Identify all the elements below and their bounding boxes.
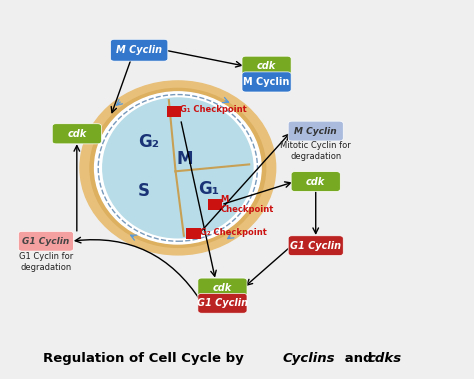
Text: M Cyclin: M Cyclin <box>116 45 162 55</box>
FancyBboxPatch shape <box>52 124 101 144</box>
Text: S: S <box>138 182 150 200</box>
FancyBboxPatch shape <box>198 293 247 313</box>
Ellipse shape <box>103 98 253 238</box>
Text: cdks: cdks <box>367 352 401 365</box>
Text: Cyclins: Cyclins <box>282 352 335 365</box>
FancyBboxPatch shape <box>288 121 343 141</box>
FancyBboxPatch shape <box>110 39 168 61</box>
Ellipse shape <box>90 88 265 247</box>
Text: cdk: cdk <box>213 283 232 293</box>
Text: cdk: cdk <box>67 129 86 139</box>
FancyBboxPatch shape <box>291 172 340 191</box>
FancyBboxPatch shape <box>242 72 291 92</box>
Text: G1 Cyclin: G1 Cyclin <box>197 298 248 308</box>
Text: G₁ Checkpoint: G₁ Checkpoint <box>180 105 247 114</box>
FancyBboxPatch shape <box>198 278 247 298</box>
Text: cdk: cdk <box>257 61 276 71</box>
Text: G1 Cyclin for
degradation: G1 Cyclin for degradation <box>19 252 73 272</box>
FancyBboxPatch shape <box>167 106 182 117</box>
FancyBboxPatch shape <box>208 199 222 210</box>
FancyBboxPatch shape <box>242 56 291 76</box>
Ellipse shape <box>80 81 276 255</box>
Text: G1 Cyclin: G1 Cyclin <box>290 241 341 251</box>
Text: and: and <box>340 352 377 365</box>
FancyBboxPatch shape <box>288 236 343 255</box>
Text: G1 Cyclin: G1 Cyclin <box>22 237 70 246</box>
Text: M
Checkpoint: M Checkpoint <box>220 195 274 215</box>
Text: M Cyclin: M Cyclin <box>294 127 337 136</box>
Ellipse shape <box>95 92 261 244</box>
Text: G₁: G₁ <box>198 180 219 198</box>
Text: G₂: G₂ <box>138 133 159 151</box>
Text: M Cyclin: M Cyclin <box>243 77 290 87</box>
Text: Mitotic Cyclin for
degradation: Mitotic Cyclin for degradation <box>280 141 351 161</box>
Text: cdk: cdk <box>306 177 325 186</box>
FancyBboxPatch shape <box>18 231 73 251</box>
Text: G₂ Checkpoint: G₂ Checkpoint <box>200 227 266 236</box>
Text: M: M <box>176 150 193 168</box>
FancyBboxPatch shape <box>186 228 201 239</box>
Text: Regulation of Cell Cycle by: Regulation of Cell Cycle by <box>43 352 248 365</box>
